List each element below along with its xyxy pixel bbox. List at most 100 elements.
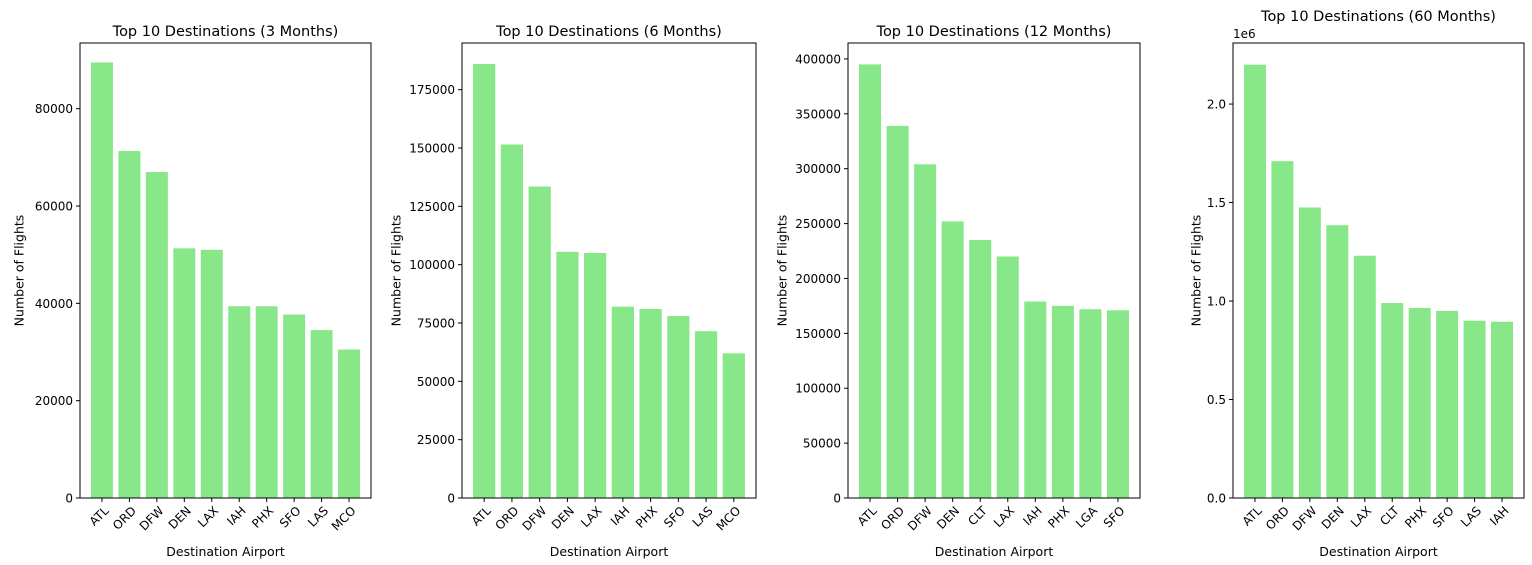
x-tick-label: SFO [661, 504, 688, 531]
x-tick-label: DEN [166, 504, 194, 532]
y-tick-label: 25000 [417, 433, 455, 447]
y-tick-label: 1.0 [1207, 295, 1226, 309]
x-tick-label: DEN [1319, 504, 1347, 532]
x-tick-label: ATL [855, 503, 880, 528]
bar-lax [1353, 255, 1376, 498]
bar-las [310, 330, 333, 498]
x-tick-label: PHX [1045, 504, 1072, 531]
bar-ord [886, 125, 909, 498]
x-tick-label: DEN [549, 504, 577, 532]
y-tick-label: 150000 [795, 327, 841, 341]
x-tick-label: DEN [934, 504, 962, 532]
x-tick-label: DFW [1290, 504, 1320, 534]
x-tick-label: ORD [493, 504, 522, 533]
x-tick-label: DFW [905, 504, 935, 534]
x-tick-label: ORD [878, 504, 907, 533]
y-tick-label: 0 [65, 492, 73, 506]
y-axis-label: Number of Flights [389, 215, 404, 327]
bar-atl [90, 62, 113, 498]
x-axis-label: Destination Airport [1319, 544, 1438, 559]
axes-frame [461, 42, 757, 499]
y-tick-label: 75000 [417, 317, 455, 331]
bar-phx [255, 306, 278, 498]
bar-iah [228, 306, 251, 498]
y-tick-label: 0.5 [1207, 393, 1226, 407]
bar-ord [500, 144, 524, 498]
x-tick-label: LAX [195, 504, 221, 530]
axes-frame [847, 42, 1141, 499]
x-tick-label: IAH [1020, 504, 1045, 529]
x-tick-label: LAS [305, 504, 331, 530]
bar-las [1463, 320, 1486, 498]
y-tick-label: 350000 [795, 107, 841, 121]
axes-frame [79, 42, 372, 499]
bar-las [694, 331, 718, 498]
bar-phx [1408, 307, 1431, 498]
bar-sfo [1436, 310, 1459, 498]
bar-sfo [667, 316, 690, 498]
x-tick-label: MCO [329, 504, 359, 534]
y-tick-label: 1.5 [1207, 196, 1226, 210]
x-tick-label: CLT [1377, 503, 1402, 528]
x-tick-label: ATL [87, 503, 112, 528]
x-axis-label: Destination Airport [166, 544, 285, 559]
y-tick-label: 150000 [409, 142, 455, 156]
x-tick-label: SFO [1430, 504, 1457, 531]
bar-phx [639, 309, 662, 498]
y-tick-label: 40000 [35, 297, 73, 311]
x-axis-label: Destination Airport [550, 544, 669, 559]
bar-lga [1079, 309, 1102, 498]
chart-title: Top 10 Destinations (12 Months) [876, 24, 1112, 40]
y-tick-label: 300000 [795, 162, 841, 176]
y-tick-label: 50000 [417, 375, 455, 389]
bar-den [1326, 225, 1349, 498]
y-tick-label: 20000 [35, 394, 73, 408]
bar-iah [611, 306, 634, 498]
bar-lax [200, 249, 223, 498]
y-axis-offset-label: 1e6 [1233, 27, 1256, 41]
y-tick-label: 175000 [409, 83, 455, 97]
y-tick-label: 0 [447, 492, 455, 506]
bar-dfw [914, 164, 937, 499]
y-tick-label: 200000 [795, 272, 841, 286]
bar-clt [969, 240, 992, 499]
x-tick-label: LAX [578, 504, 604, 530]
bar-iah [1024, 301, 1047, 498]
bar-sfo [283, 314, 306, 498]
x-tick-label: SFO [277, 504, 304, 531]
x-tick-label: LAS [690, 504, 716, 530]
bar-atl [1243, 64, 1266, 499]
y-tick-label: 0.0 [1207, 492, 1226, 506]
y-tick-label: 125000 [409, 200, 455, 214]
x-tick-label: LGA [1073, 503, 1101, 531]
x-tick-label: ORD [110, 504, 139, 533]
x-tick-label: LAX [1348, 504, 1374, 530]
bar-lax [996, 256, 1019, 498]
bar-mco [338, 349, 361, 498]
y-tick-label: 100000 [409, 258, 455, 272]
axes-frame [1232, 42, 1525, 499]
bar-atl [859, 64, 882, 498]
x-tick-label: SFO [1101, 504, 1128, 531]
chart-title: Top 10 Destinations (3 Months) [112, 24, 339, 40]
bar-dfw [145, 171, 168, 498]
y-axis-label: Number of Flights [12, 215, 27, 327]
x-tick-label: LAS [1458, 504, 1484, 530]
bar-mco [722, 353, 745, 498]
x-tick-label: ATL [469, 503, 494, 528]
y-tick-label: 400000 [795, 52, 841, 66]
x-tick-label: CLT [965, 503, 990, 528]
y-tick-label: 80000 [35, 102, 73, 116]
bar-den [556, 251, 579, 498]
bar-lax [584, 253, 607, 498]
y-axis-label: Number of Flights [1189, 215, 1204, 327]
bar-ord [118, 151, 141, 498]
x-tick-label: DFW [137, 504, 167, 534]
bar-sfo [1106, 310, 1129, 498]
bar-atl [473, 64, 496, 498]
x-tick-label: ORD [1263, 504, 1292, 533]
